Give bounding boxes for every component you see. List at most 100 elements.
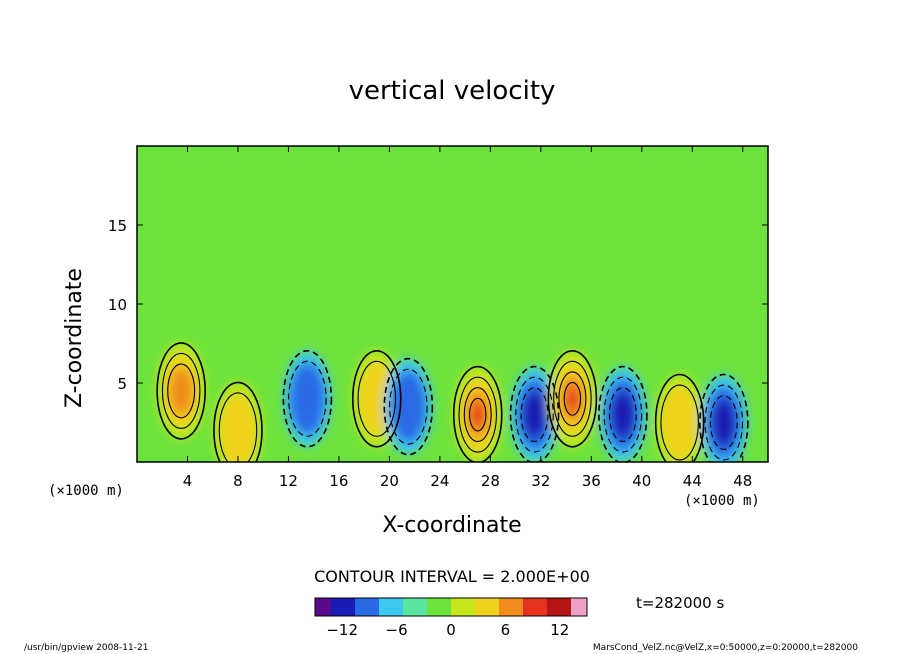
contour-line (515, 376, 554, 453)
x-axis-label: X-coordinate (382, 513, 522, 538)
colorbar-swatch (427, 598, 436, 616)
colorbar-swatch (395, 598, 404, 616)
y-tick-label: 15 (108, 217, 127, 235)
velocity-cell (390, 370, 427, 443)
colorbar-swatch (331, 598, 340, 616)
colorbar-swatch (563, 598, 572, 616)
colorbar-swatch (379, 598, 388, 616)
contour-line (608, 387, 637, 443)
velocity-cell (471, 402, 484, 427)
y-tick-label: 10 (108, 296, 127, 314)
colorbar-tick-label: 12 (550, 621, 569, 639)
contour-line (654, 373, 705, 462)
contour-line (603, 376, 643, 453)
x-tick-label: 20 (380, 472, 399, 490)
colorbar-tick-label: −6 (386, 621, 408, 639)
colorbar-swatch (547, 598, 556, 616)
velocity-cell (289, 362, 326, 435)
y-tick-label: 5 (117, 375, 127, 393)
velocity-cell (219, 394, 256, 462)
colorbar-swatch (539, 598, 548, 616)
colorbar-swatch (387, 598, 396, 616)
colorbar-swatch (347, 598, 356, 616)
contour-line (598, 365, 648, 462)
x-tick-label: 4 (183, 472, 193, 490)
contour-line (660, 384, 699, 461)
x-tick-label: 24 (430, 472, 449, 490)
colorbar-swatch (555, 598, 564, 616)
footer-right: MarsCond_VelZ.nc@VelZ,x=0:50000,z=0:2000… (592, 643, 858, 653)
colorbar-swatch (363, 598, 372, 616)
colorbar-swatch (339, 598, 348, 616)
contour-line (509, 365, 560, 462)
footer-left: /usr/bin/gpview 2008-11-21 (24, 643, 149, 653)
contour-line (389, 368, 428, 445)
time-label: t=282000 s (636, 594, 725, 612)
colorbar-swatch (507, 598, 516, 616)
contour-line (156, 342, 206, 440)
contour-line (709, 395, 738, 450)
x-tick-label: 8 (233, 472, 243, 490)
x-tick-label: 44 (683, 472, 702, 490)
colorbar-swatch (523, 598, 532, 616)
colorbar-tick-label: 0 (446, 621, 456, 639)
contour-line (553, 360, 592, 437)
x-tick-label: 36 (582, 472, 601, 490)
x-tick-label: 48 (733, 472, 752, 490)
contour-line (161, 352, 201, 429)
contour-line (463, 387, 492, 443)
colorbar-swatch (467, 598, 476, 616)
contour-line (558, 371, 587, 427)
colorbar-swatch (435, 598, 444, 616)
colorbar-swatch (579, 598, 588, 616)
contour-line (351, 349, 402, 448)
colorbar-swatch (571, 598, 580, 616)
velocity-cell (711, 398, 736, 447)
contour-line (218, 392, 258, 462)
x-unit-left: (×1000 m) (48, 483, 124, 499)
colorbar-swatch (315, 598, 324, 616)
contour-line (282, 349, 333, 448)
x-tick-label: 32 (531, 472, 550, 490)
chart-title: vertical velocity (348, 76, 556, 106)
colorbar-tick-label: 6 (501, 621, 511, 639)
colorbar-tick-label: −12 (326, 621, 358, 639)
velocity-cell (522, 390, 547, 439)
contour-line (520, 387, 549, 443)
velocity-cell (566, 386, 579, 411)
colorbar-swatch (459, 598, 468, 616)
x-tick-label: 40 (632, 472, 651, 490)
colorbar-swatch (451, 598, 460, 616)
x-tick-label: 28 (481, 472, 500, 490)
x-unit-right: (×1000 m) (684, 493, 760, 509)
colorbar-swatch (443, 598, 452, 616)
colorbar-swatch (403, 598, 412, 616)
contour-line (699, 373, 749, 462)
contour-line (213, 381, 263, 462)
colorbar-swatch (499, 598, 508, 616)
contour-interval-label: CONTOUR INTERVAL = 2.000E+00 (314, 567, 590, 586)
contour-line (547, 349, 598, 448)
colorbar-frame (314, 597, 588, 617)
colorbar-swatch (531, 598, 540, 616)
colorbar-swatch (411, 598, 420, 616)
contour-line (563, 381, 582, 416)
x-tick-label: 16 (329, 472, 348, 490)
velocity-cell (169, 366, 194, 415)
colorbar-swatch (491, 598, 500, 616)
x-tick-label: 12 (279, 472, 298, 490)
contour-line (452, 365, 503, 462)
velocity-cell (661, 386, 698, 459)
contour-line (357, 360, 397, 437)
contour-line (383, 357, 434, 456)
contour-line (458, 376, 498, 453)
colorbar-swatch (355, 598, 364, 616)
contour-line (704, 384, 744, 461)
colorbar-swatch (419, 598, 428, 616)
contour-line (167, 363, 196, 419)
colorbar-swatch (475, 598, 484, 616)
contour-line (469, 397, 487, 432)
contour-line (288, 360, 327, 437)
velocity-cell (610, 390, 635, 439)
